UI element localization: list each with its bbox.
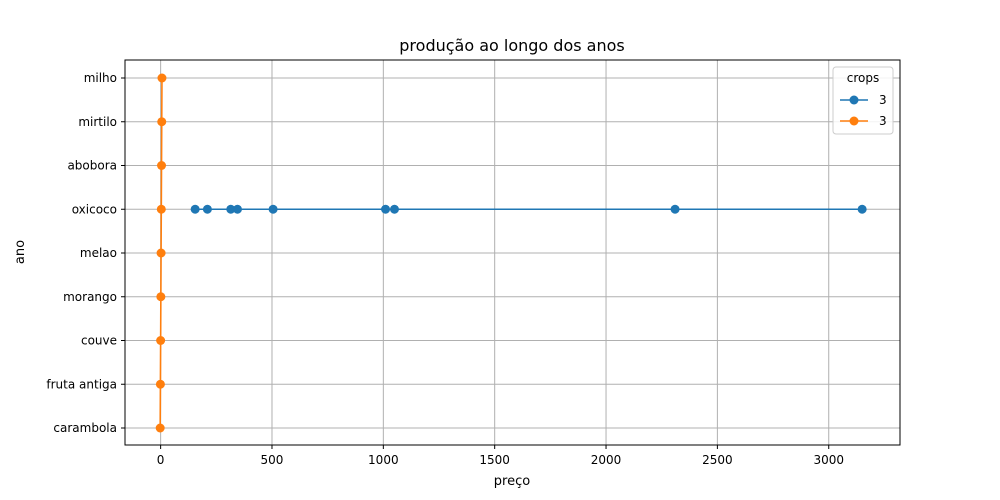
data-point	[155, 379, 165, 389]
data-point	[226, 204, 236, 214]
data-point	[857, 204, 867, 214]
series-layer	[155, 73, 867, 433]
series-1	[155, 73, 167, 433]
grid	[125, 60, 900, 445]
legend-marker	[849, 95, 859, 105]
legend: crops 33	[832, 66, 894, 135]
data-point	[190, 204, 200, 214]
y-tick-label: melao	[80, 246, 117, 260]
y-tick-label: oxicoco	[72, 202, 117, 216]
y-axis-label: ano	[13, 240, 28, 264]
x-tick-label: 2000	[591, 453, 622, 467]
legend-entries: 33	[840, 93, 887, 128]
y-tick-label: morango	[63, 290, 117, 304]
data-point	[156, 248, 166, 258]
data-point	[156, 292, 166, 302]
y-tick-label: carambola	[53, 421, 117, 435]
data-point	[156, 204, 166, 214]
y-tick-label: fruta antiga	[46, 377, 117, 391]
legend-title: crops	[847, 71, 879, 85]
data-point	[381, 204, 391, 214]
data-point	[157, 161, 167, 170]
data-point	[389, 204, 399, 214]
data-point	[157, 117, 167, 127]
y-tick-label: mirtilo	[78, 115, 117, 129]
x-tick-label: 1000	[368, 453, 399, 467]
x-tick-label: 2500	[702, 453, 733, 467]
ticks: 0 500 1000 1500 2000 2500 3000 carambola fruta a…	[46, 71, 844, 467]
y-tick-label: couve	[81, 334, 117, 348]
x-axis-label: preço	[494, 474, 530, 489]
x-tick-label: 1500	[479, 453, 510, 467]
legend-marker	[849, 116, 859, 126]
series-0	[190, 204, 867, 214]
data-point	[232, 204, 242, 214]
legend-label: 3	[879, 114, 887, 128]
y-tick-label: abobora	[67, 159, 117, 173]
y-tick-label: milho	[84, 71, 117, 85]
data-point	[157, 73, 167, 83]
data-point	[156, 336, 166, 345]
data-point	[155, 423, 165, 433]
data-point	[670, 204, 680, 214]
x-tick-label: 0	[157, 453, 165, 467]
data-point	[268, 204, 278, 214]
x-tick-label: 3000	[813, 453, 844, 467]
x-tick-label: 500	[261, 453, 284, 467]
legend-label: 3	[879, 93, 887, 107]
chart-title: produção ao longo dos anos	[399, 36, 624, 55]
data-point	[202, 204, 212, 214]
